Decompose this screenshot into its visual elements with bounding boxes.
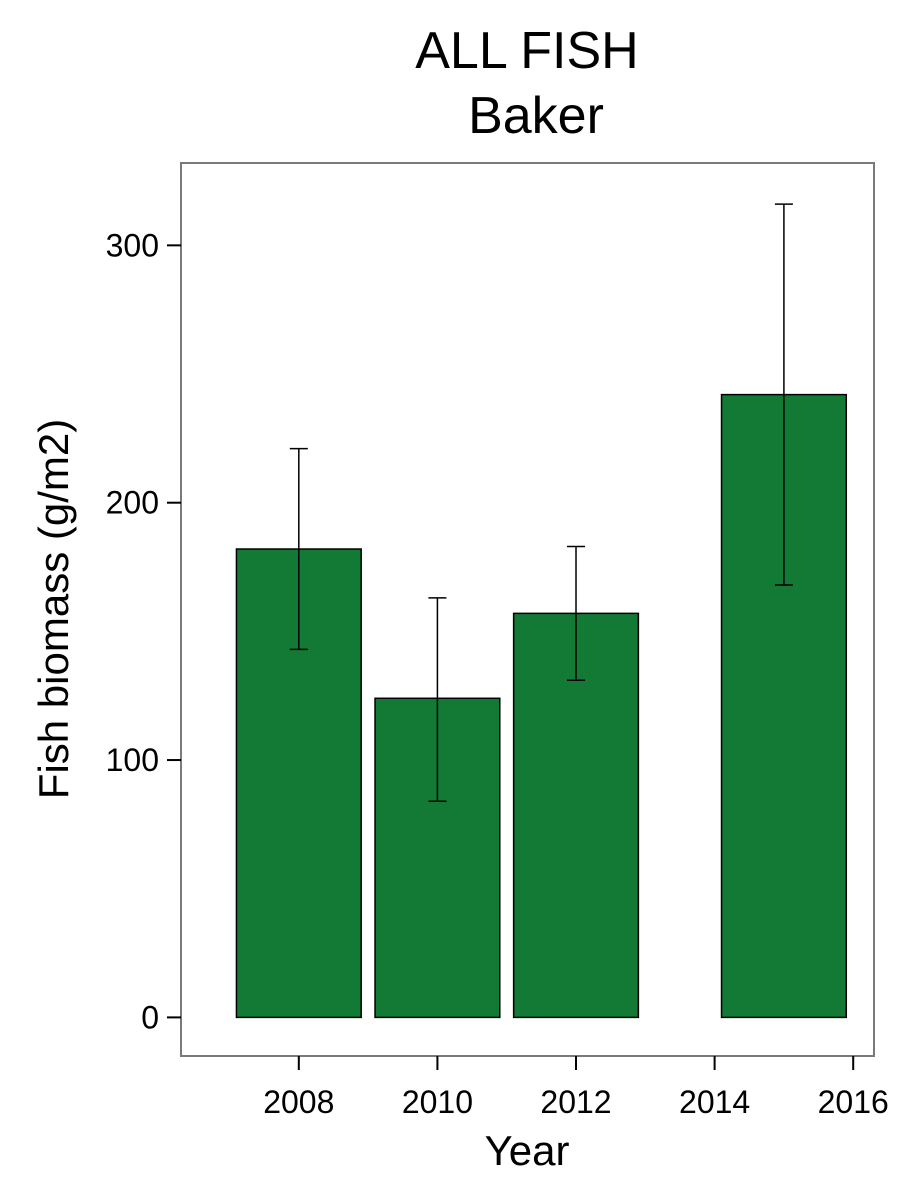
error-bar-series: [289, 203, 793, 802]
chart-title: ALL FISH: [415, 22, 639, 80]
y-axis-label: Fish biomass (g/m2): [30, 419, 77, 799]
x-axis-label: Year: [485, 1127, 570, 1174]
x-tick-label-2016: 2016: [818, 1084, 889, 1120]
x-axis: 2008 2010 2012 2014 2016: [263, 1056, 889, 1120]
x-tick-label-2014: 2014: [679, 1084, 750, 1120]
y-tick-label-300: 300: [106, 227, 159, 263]
x-tick-label-2008: 2008: [263, 1084, 334, 1120]
chart-subtitle: Baker: [468, 87, 604, 145]
y-tick-label-0: 0: [141, 999, 159, 1035]
y-axis: 0 100 200 300: [106, 227, 181, 1035]
y-tick-label-100: 100: [106, 742, 159, 778]
y-tick-label-200: 200: [106, 485, 159, 521]
x-tick-label-2012: 2012: [540, 1084, 611, 1120]
x-tick-label-2010: 2010: [402, 1084, 473, 1120]
